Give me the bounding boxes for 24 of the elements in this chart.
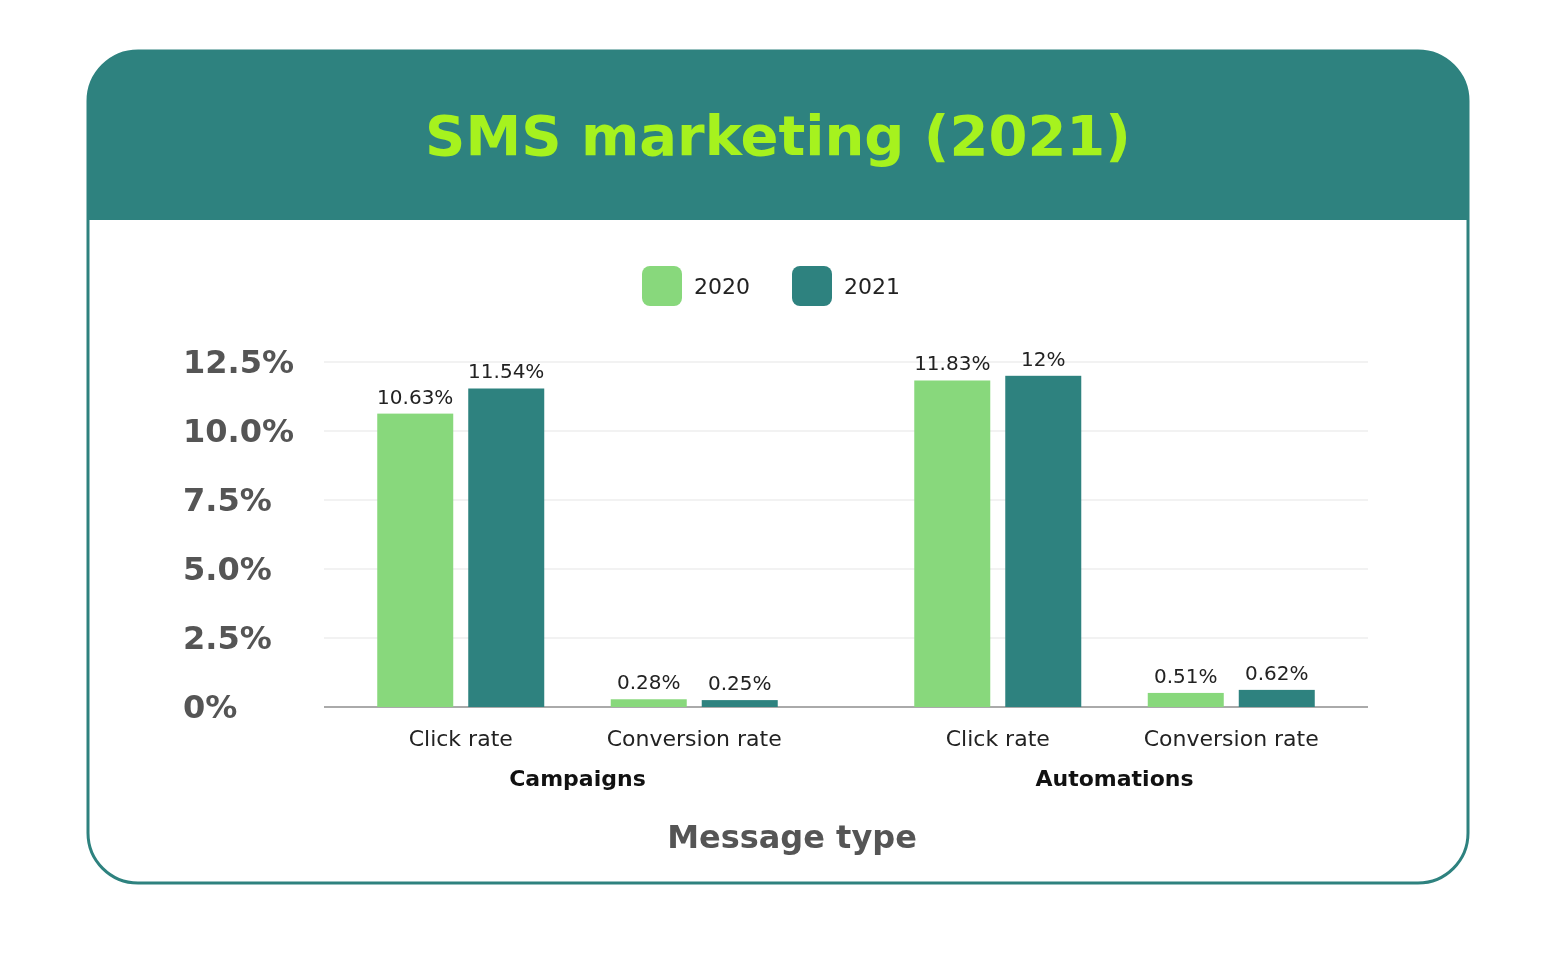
- data-label: 11.83%: [914, 351, 991, 376]
- legend-label: 2021: [844, 273, 900, 299]
- y-tick-label: 0%: [183, 688, 238, 727]
- x-tick-label: Click rate: [945, 726, 1050, 751]
- y-tick-label: 7.5%: [183, 481, 272, 520]
- y-tick-label: 10.0%: [183, 412, 295, 451]
- x-tick-label: Click rate: [408, 726, 513, 751]
- text: Campaigns: [509, 766, 646, 791]
- data-label: 11.54%: [468, 359, 545, 384]
- data-label: 0.51%: [1153, 663, 1218, 688]
- chart-title: SMS marketing (2021): [425, 102, 1131, 168]
- legend-label: 2020: [694, 273, 750, 299]
- text: Automations: [1035, 766, 1194, 791]
- data-label: 0.62%: [1244, 660, 1309, 685]
- y-tick-label: 5.0%: [183, 550, 272, 589]
- y-tick-label: 2.5%: [183, 619, 272, 658]
- x-tick-label: Conversion rate: [1143, 726, 1319, 751]
- data-label: 12%: [1021, 346, 1066, 371]
- data-label: 0.28%: [616, 670, 681, 695]
- data-label: 0.25%: [707, 671, 772, 696]
- x-tick-label: Conversion rate: [606, 726, 782, 751]
- y-tick-label: 12.5%: [183, 343, 295, 382]
- x-axis-title: Message type: [667, 818, 917, 856]
- data-label: 10.63%: [377, 384, 454, 409]
